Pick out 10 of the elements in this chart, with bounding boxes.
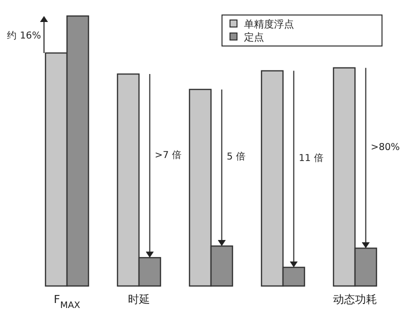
annotation: 11 倍 bbox=[298, 152, 324, 164]
x-tick-label: 动态功耗 bbox=[333, 293, 377, 306]
annotation: >80% bbox=[370, 142, 400, 154]
annotation: 约 16% bbox=[6, 29, 41, 42]
x-tick-label: 时延 bbox=[128, 293, 150, 306]
legend-label: 定点 bbox=[244, 32, 264, 44]
annotation: 5 倍 bbox=[226, 150, 246, 163]
legend-label: 单精度浮点 bbox=[244, 18, 294, 30]
annotation: >7 倍 bbox=[154, 148, 182, 161]
x-tick-label: F$_{MAX}$ bbox=[54, 293, 80, 311]
